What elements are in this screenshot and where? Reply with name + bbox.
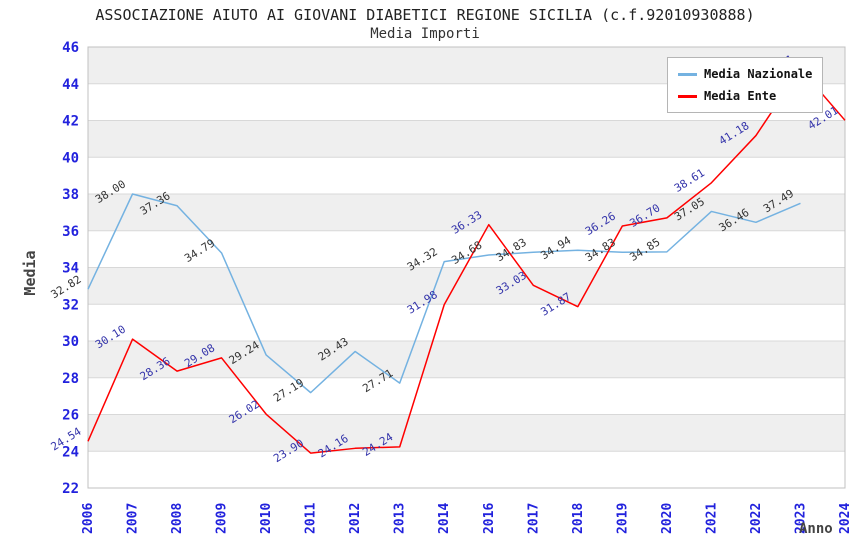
x-tick-label: 2006	[81, 503, 96, 534]
y-tick-label: 24	[62, 444, 79, 460]
plot-band	[88, 120, 845, 158]
x-tick-label: 2018	[571, 503, 586, 534]
x-tick-label: 2012	[348, 503, 363, 534]
plot-band	[88, 377, 845, 415]
x-tick-label: 2011	[304, 503, 319, 534]
plot-band	[88, 194, 845, 231]
plot-border	[87, 46, 846, 489]
y-tick-label: 44	[62, 77, 79, 93]
y-tick-label: 22	[62, 481, 79, 497]
x-tick-label: 2016	[482, 503, 497, 534]
series-line-nazionale	[87, 193, 801, 394]
y-tick-label: 28	[62, 371, 79, 387]
x-tick-label: 2014	[437, 503, 452, 534]
x-tick-label: 2010	[259, 503, 274, 534]
x-tick-label: 2009	[215, 503, 230, 534]
y-tick-label: 38	[62, 187, 79, 203]
x-tick-label: 2020	[660, 503, 675, 534]
plot-band	[88, 157, 845, 194]
legend-item-media-nazionale: Media Nazionale	[678, 67, 812, 81]
plot-band	[88, 267, 845, 305]
y-tick-label: 46	[62, 40, 79, 56]
y-tick-label: 36	[62, 224, 79, 240]
plot-band	[88, 304, 845, 341]
plot-band	[88, 230, 845, 268]
x-tick-label: 2008	[170, 503, 185, 534]
y-tick-label: 42	[62, 114, 79, 130]
legend-item-media-ente: Media Ente	[678, 89, 812, 103]
x-axis-title: Anno	[799, 521, 833, 537]
x-tick-label: 2007	[126, 503, 141, 534]
y-tick-label: 26	[62, 408, 79, 424]
legend-label-ente: Media Ente	[704, 89, 777, 103]
chart-subtitle: Media Importi	[370, 26, 480, 42]
x-tick-label: 2021	[704, 503, 719, 534]
legend-label-nazionale: Media Nazionale	[704, 67, 813, 81]
y-tick-label: 34	[62, 261, 79, 277]
x-tick-label: 2013	[393, 503, 408, 534]
x-tick-label: 2022	[749, 503, 764, 534]
y-tick-label: 30	[62, 334, 79, 350]
y-tick-label: 32	[62, 297, 79, 313]
legend: Media Nazionale Media Ente	[667, 57, 824, 113]
chart-title: ASSOCIAZIONE AIUTO AI GIOVANI DIABETICI …	[95, 6, 755, 24]
y-axis-title: Media	[21, 250, 39, 296]
plot-band	[88, 451, 845, 488]
x-tick-label: 2017	[526, 503, 541, 534]
legend-swatch-ente-icon	[678, 94, 697, 98]
series-line-ente	[87, 68, 846, 454]
plot-band	[88, 414, 845, 452]
x-tick-label: 2024	[838, 503, 850, 534]
legend-swatch-nazionale-icon	[678, 72, 697, 76]
x-tick-label: 2019	[615, 503, 630, 534]
y-tick-label: 40	[62, 150, 79, 166]
x-tick-label: 2023	[793, 503, 808, 534]
